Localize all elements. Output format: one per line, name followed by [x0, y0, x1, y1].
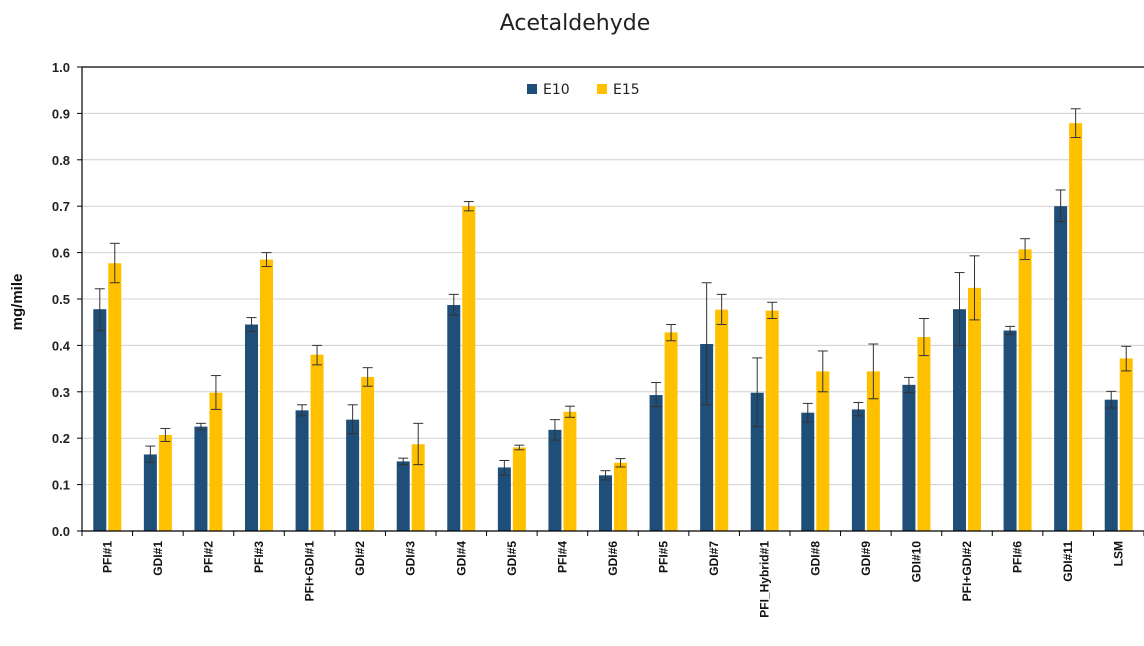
gridlines — [82, 66, 1144, 486]
bar-e15 — [816, 371, 830, 531]
bar-e10 — [548, 429, 562, 531]
bar-e10 — [1003, 330, 1017, 531]
bar-e10 — [497, 467, 511, 531]
x-tick-label: GDI#11 — [1061, 541, 1075, 582]
x-tick-label: PFI#6 — [1011, 541, 1025, 573]
bar-e10 — [1104, 399, 1118, 531]
bar-e10 — [295, 410, 309, 531]
x-tick-label: GDI#8 — [808, 541, 822, 576]
bar-e10 — [1054, 206, 1068, 531]
bar-e15 — [462, 206, 476, 531]
bar-e10 — [902, 384, 916, 531]
y-tick-label: 0.5 — [52, 292, 70, 307]
x-tick-labels: PFI#1 GDI#1 PFI#2 PFI#3 PFI+GDI#1 GDI#2 GDI#3 G… — [100, 541, 1125, 618]
axes-layer — [77, 66, 1144, 536]
bar-e15 — [563, 411, 577, 531]
x-tick-label: PFI#1 — [100, 541, 114, 573]
y-axis-label: mg/mile — [9, 274, 26, 331]
bar-e10 — [649, 395, 663, 531]
bar-e10 — [851, 409, 865, 531]
bar-e15 — [1018, 249, 1032, 532]
y-tick-label: 0.1 — [52, 478, 70, 493]
x-tick-label: PFI#4 — [555, 541, 569, 573]
x-tick-label: PFI#2 — [201, 541, 215, 573]
x-tick-label: PFI+GDI#1 — [303, 541, 317, 602]
y-tick-label: 0.3 — [52, 385, 70, 400]
bar-e15 — [209, 392, 223, 531]
bar-e10 — [245, 324, 258, 531]
bar-e10 — [953, 309, 966, 531]
chart-title: Acetaldehyde — [500, 11, 650, 36]
error-bars-layer — [94, 108, 1132, 481]
bar-e15 — [1119, 358, 1133, 531]
y-tick-label: 0.0 — [52, 524, 70, 539]
legend-label-e15: E15 — [613, 82, 640, 98]
y-tick-label: 0.6 — [52, 246, 70, 261]
bar-e10 — [700, 344, 714, 531]
bar-e10 — [143, 454, 157, 531]
bar-e10 — [194, 426, 208, 531]
bars-layer — [93, 123, 1133, 532]
legend-swatch-e15 — [597, 84, 607, 94]
bar-e10 — [750, 392, 764, 531]
x-tick-label: LSM — [1112, 541, 1126, 566]
bar-e10 — [801, 412, 815, 531]
x-tick-label: PFI_Hybrid#1 — [758, 541, 772, 618]
y-tick-label: 0.4 — [52, 338, 71, 353]
x-tick-label: GDI#10 — [909, 541, 923, 583]
y-tick-label: 1.0 — [52, 60, 70, 75]
bar-e10 — [447, 305, 461, 531]
x-tick-label: GDI#3 — [404, 541, 418, 576]
x-tick-label: PFI#5 — [657, 541, 671, 573]
x-tick-label: GDI#2 — [353, 541, 367, 576]
bar-e15 — [614, 462, 627, 531]
x-tick-label: GDI#6 — [606, 541, 620, 576]
y-tick-label: 0.2 — [52, 431, 70, 446]
y-tick-labels: 0.0 0.1 0.2 0.3 0.4 0.5 0.6 0.7 0.8 0.9 1.0 — [52, 60, 71, 539]
bar-e15 — [765, 310, 779, 531]
x-tick-label: GDI#9 — [859, 541, 873, 576]
bar-e10 — [599, 475, 612, 531]
y-tick-label: 0.8 — [52, 153, 70, 168]
bar-e15 — [1069, 123, 1083, 532]
bar-e15 — [917, 337, 931, 531]
bar-e15 — [866, 371, 880, 531]
bar-e15 — [411, 444, 425, 531]
bar-e15 — [968, 287, 981, 531]
x-tick-label: PFI+GDI#2 — [960, 541, 974, 602]
bar-e15 — [108, 263, 122, 531]
bar-e10 — [346, 419, 360, 531]
x-tick-label: GDI#1 — [151, 541, 165, 576]
x-tick-label: GDI#5 — [505, 541, 519, 576]
x-tick-label: PFI#3 — [252, 541, 266, 573]
x-tick-label: GDI#7 — [707, 541, 721, 576]
legend-swatch-e10 — [527, 84, 537, 94]
bar-e15 — [512, 447, 526, 531]
legend-label-e10: E10 — [543, 82, 570, 98]
bar-e15 — [664, 332, 678, 531]
x-tick-label: GDI#4 — [454, 541, 468, 576]
legend: E10 E15 — [527, 82, 640, 98]
bar-e15 — [260, 259, 273, 531]
bar-e15 — [158, 434, 172, 531]
bar-e10 — [93, 309, 107, 531]
bar-e15 — [361, 376, 375, 531]
bar-e10 — [396, 461, 410, 531]
y-tick-label: 0.7 — [52, 199, 70, 214]
bar-e15 — [715, 309, 729, 531]
bar-e15 — [310, 354, 324, 531]
y-tick-label: 0.9 — [52, 106, 70, 121]
